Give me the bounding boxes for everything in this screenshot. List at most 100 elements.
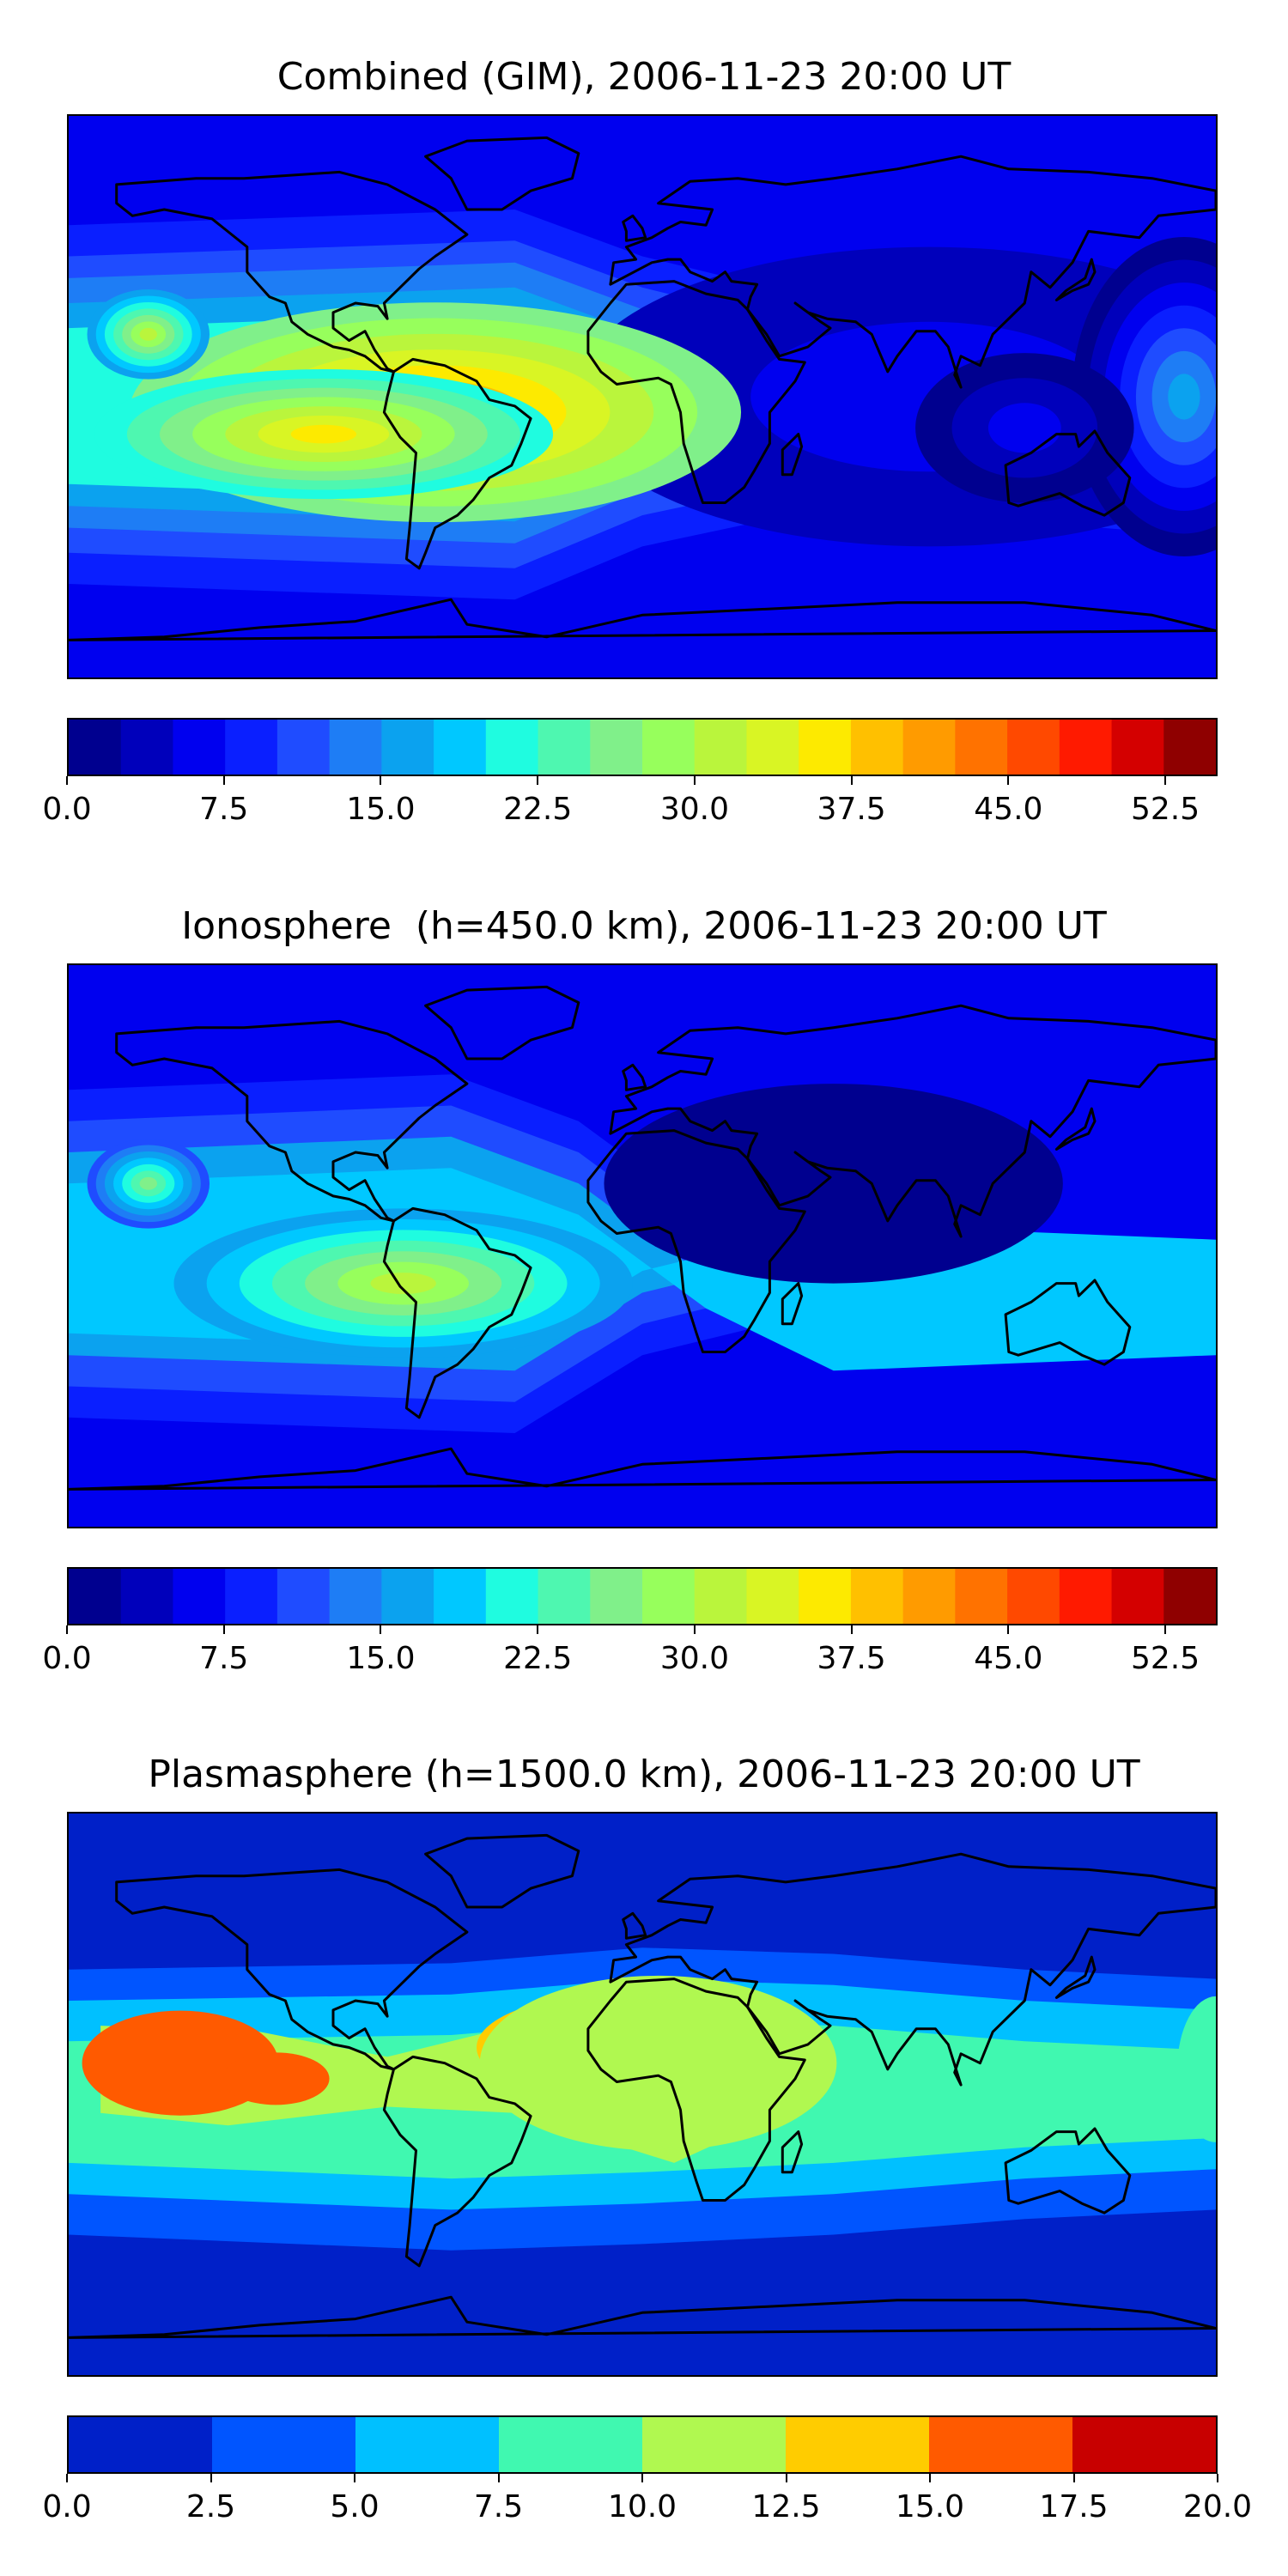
colorbar-segment xyxy=(69,1569,122,1624)
colorbar-tick xyxy=(785,2474,787,2482)
colorbar-segment xyxy=(120,720,173,775)
feature-1-level-0 xyxy=(290,424,357,444)
colorbar-segment xyxy=(381,720,434,775)
colorbar-segment xyxy=(276,1569,331,1624)
colorbar-tick xyxy=(222,1625,225,1634)
colorbar-tick-label: 45.0 xyxy=(974,792,1043,827)
feature-1-level-0 xyxy=(139,1176,157,1190)
colorbar-segment xyxy=(902,1569,956,1624)
colorbar-tick-label: 37.5 xyxy=(817,792,886,827)
colorbar-segment xyxy=(329,720,382,775)
colorbar-tick xyxy=(1217,2474,1218,2482)
colorbar-tick-label: 7.5 xyxy=(473,2489,524,2524)
colorbar-segment xyxy=(1007,720,1060,775)
antarctica-outline xyxy=(69,1447,1216,1491)
colorbar-segment xyxy=(1111,720,1164,775)
colorbar-segment xyxy=(746,720,799,775)
north-america-outline xyxy=(115,1019,469,1223)
colorbar-segment xyxy=(69,2417,213,2472)
colorbar-tick-label: 12.5 xyxy=(751,2489,821,2524)
colorbar-tick xyxy=(641,2474,643,2482)
greenland-outline xyxy=(424,985,580,1060)
colorbar-tick xyxy=(1072,2474,1075,2482)
north-america-outline xyxy=(115,1868,469,2071)
colorbar-tick xyxy=(1007,1625,1010,1634)
japan-outline xyxy=(1054,258,1097,301)
colorbar-tick xyxy=(537,1625,539,1634)
colorbar-segment xyxy=(642,1569,696,1624)
colorbar-segment xyxy=(1111,1569,1164,1624)
colorbar-tick-label: 15.0 xyxy=(895,2489,965,2524)
colorbar-tick-label: 52.5 xyxy=(1131,1641,1200,1676)
east-edge-bulge xyxy=(1177,1996,1216,2142)
colorbar-segment xyxy=(1163,1569,1216,1624)
north-america-outline xyxy=(115,170,469,374)
madagascar-outline xyxy=(781,2130,804,2174)
colorbar-segment xyxy=(1072,2417,1216,2472)
colorbar-tick xyxy=(537,776,539,785)
colorbar-tick xyxy=(850,1625,853,1634)
feature-3 xyxy=(479,1975,837,2151)
colorbar-segment xyxy=(434,720,487,775)
chart-title-combined: Combined (GIM), 2006-11-23 20:00 UT xyxy=(276,55,1012,99)
colorbar-tick-label: 2.5 xyxy=(185,2489,236,2524)
colorbar-segment xyxy=(850,1569,904,1624)
colorbar-tick xyxy=(1164,776,1167,785)
colorbar-tick-label: 30.0 xyxy=(659,792,729,827)
colorbar-segment xyxy=(955,1569,1008,1624)
colorbar-segment xyxy=(225,720,278,775)
colorbar-tick-label: 52.5 xyxy=(1131,792,1200,827)
colorbar-segment xyxy=(590,1569,643,1624)
map-combined xyxy=(67,114,1218,679)
south-america-outline xyxy=(382,1206,532,1419)
colorbar-segment xyxy=(799,720,852,775)
antarctica-outline xyxy=(69,598,1216,641)
map-plasmasphere xyxy=(67,1812,1218,2377)
feature-3-level-0 xyxy=(1168,374,1200,420)
colorbar-tick-label: 5.0 xyxy=(330,2489,380,2524)
colorbar-segment xyxy=(1059,720,1113,775)
chart-title-ionosphere: Ionosphere (h=450.0 km), 2006-11-23 20:0… xyxy=(181,904,1107,948)
colorbar-tick xyxy=(850,776,853,785)
colorbar-svg-plasmasphere xyxy=(69,2417,1216,2472)
colorbar-segment xyxy=(120,1569,173,1624)
colorbar-tick-label: 37.5 xyxy=(817,1641,886,1676)
colorbar-ticks-plasmasphere: 0.0 2.5 5.0 7.5 10.0 12.5 15.0 17.5 20.0 xyxy=(42,2474,1252,2525)
africa-outline xyxy=(586,280,806,504)
colorbar-tick-label: 0.0 xyxy=(42,1641,92,1676)
colorbar-tick xyxy=(380,776,382,785)
australia-outline xyxy=(1004,2127,1132,2215)
colorbar-tick-label: 0.0 xyxy=(42,792,92,827)
colorbar-segment xyxy=(694,1569,747,1624)
antarctica-outline xyxy=(69,2295,1216,2339)
uk-outline xyxy=(622,1911,647,1940)
colorbar-segment xyxy=(276,720,331,775)
colorbar-combined xyxy=(67,718,1218,776)
colorbar-tick xyxy=(222,776,225,785)
colorbar-tick-label: 0.0 xyxy=(42,2489,92,2524)
colorbar-tick xyxy=(210,2474,212,2482)
colorbar-svg-ionosphere xyxy=(69,1569,1216,1624)
colorbar-tick-label: 7.5 xyxy=(199,1641,249,1676)
colorbar-segment xyxy=(1163,720,1216,775)
colorbar-segment xyxy=(538,720,591,775)
eurasia-outline xyxy=(609,1004,1216,1238)
feature-2-level-0 xyxy=(139,327,157,341)
south-america-outline xyxy=(382,357,532,570)
feature-0-level-0 xyxy=(370,1273,436,1295)
colorbar-segment xyxy=(929,2417,1073,2472)
colorbar-segment xyxy=(746,1569,799,1624)
colorbar-segment xyxy=(225,1569,278,1624)
colorbar-tick-label: 22.5 xyxy=(503,792,573,827)
colorbar-segment xyxy=(850,720,904,775)
colorbar-segment xyxy=(538,1569,591,1624)
colorbar-segment xyxy=(786,2417,930,2472)
colorbar-segment xyxy=(955,720,1008,775)
colorbar-segment xyxy=(212,2417,356,2472)
colorbar-segment xyxy=(694,720,747,775)
colorbar-segment xyxy=(590,720,643,775)
uk-outline xyxy=(622,214,647,242)
japan-outline xyxy=(1054,1955,1097,1999)
colorbar-segment xyxy=(173,1569,226,1624)
colorbar-segment xyxy=(173,720,226,775)
